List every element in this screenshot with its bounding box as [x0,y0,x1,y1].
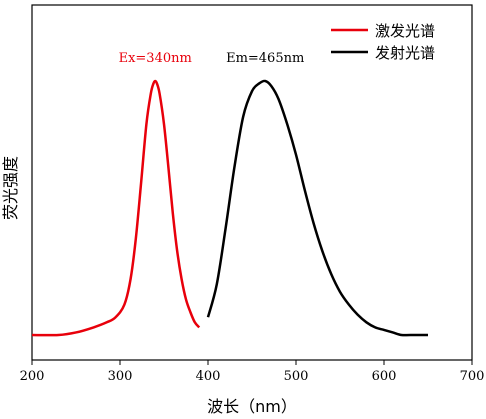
emission-peak-label: Em=465nm [226,51,304,66]
x-tick-label: 500 [284,369,309,384]
x-tick-label: 200 [20,369,45,384]
legend-label-emission: 发射光谱 [375,44,435,62]
excitation-peak-label: Ex=340nm [119,51,192,66]
annotation-layer: Ex=340nm Em=465nm [119,51,305,66]
x-tick-label: 300 [108,369,133,384]
x-axis-title: 波长（nm） [207,397,297,416]
x-tick-label: 600 [372,369,397,384]
plot-frame [31,4,473,361]
x-tick-label: 400 [196,369,221,384]
legend: 激发光谱 发射光谱 [331,22,435,62]
emission-spectrum-line [206,79,428,337]
x-axis-ticks: 200 300 400 500 600 700 [20,360,485,384]
legend-label-excitation: 激发光谱 [375,22,435,40]
excitation-spectrum-line [31,79,201,337]
x-tick-label: 700 [460,369,485,384]
series-layer [31,79,428,337]
y-axis-title: 荧光强度 [1,156,20,220]
